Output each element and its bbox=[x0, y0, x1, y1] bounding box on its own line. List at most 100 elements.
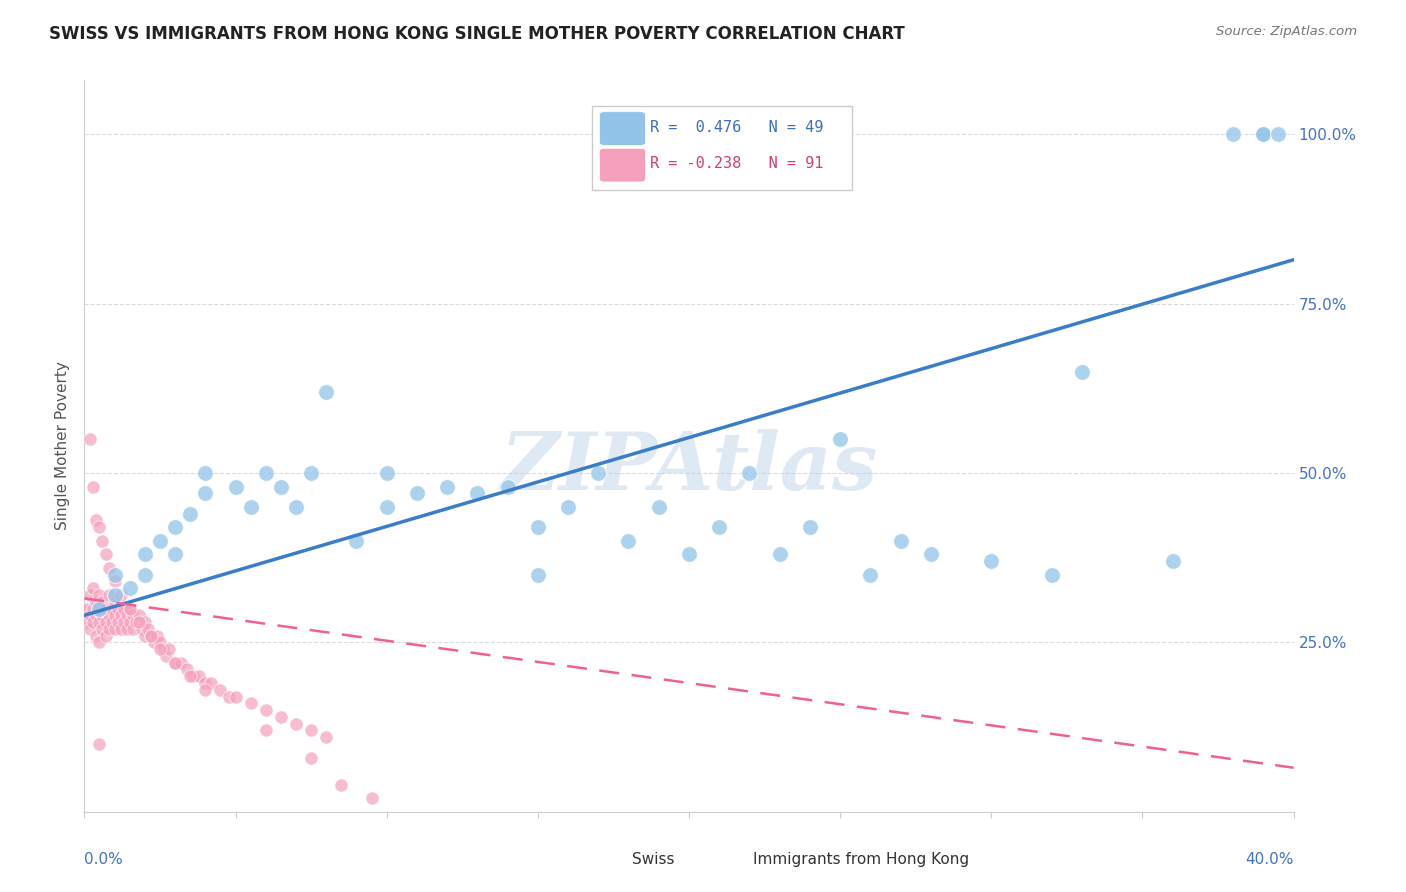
Point bbox=[89, 601, 111, 615]
Point bbox=[194, 486, 217, 500]
Point bbox=[79, 432, 101, 446]
Point bbox=[152, 642, 174, 657]
Point bbox=[406, 486, 429, 500]
Point bbox=[285, 716, 308, 731]
Text: SWISS VS IMMIGRANTS FROM HONG KONG SINGLE MOTHER POVERTY CORRELATION CHART: SWISS VS IMMIGRANTS FROM HONG KONG SINGL… bbox=[49, 25, 905, 43]
Point bbox=[920, 547, 942, 561]
Point bbox=[118, 581, 141, 595]
Point bbox=[239, 697, 262, 711]
Point bbox=[115, 622, 138, 636]
Point bbox=[346, 533, 368, 548]
Point bbox=[678, 547, 700, 561]
Point bbox=[254, 466, 277, 480]
Point bbox=[181, 669, 204, 683]
Point bbox=[110, 622, 132, 636]
Point bbox=[375, 500, 398, 514]
Point bbox=[239, 500, 262, 514]
Point bbox=[89, 615, 111, 629]
Text: 40.0%: 40.0% bbox=[1246, 852, 1294, 867]
Point bbox=[738, 466, 761, 480]
Point bbox=[134, 567, 156, 582]
Point bbox=[149, 635, 172, 649]
Point bbox=[218, 690, 240, 704]
Point bbox=[146, 629, 169, 643]
Point bbox=[617, 533, 640, 548]
Point bbox=[89, 635, 111, 649]
Point bbox=[89, 588, 111, 602]
Point bbox=[100, 615, 122, 629]
Point bbox=[270, 480, 292, 494]
Point bbox=[107, 601, 129, 615]
Point bbox=[200, 676, 222, 690]
Point bbox=[270, 710, 292, 724]
Point bbox=[285, 500, 308, 514]
Point bbox=[82, 601, 104, 615]
Point bbox=[225, 690, 247, 704]
Point bbox=[165, 547, 187, 561]
Point bbox=[79, 622, 101, 636]
Point bbox=[527, 520, 550, 534]
Point bbox=[157, 642, 180, 657]
Point bbox=[86, 629, 108, 643]
Point bbox=[709, 520, 731, 534]
FancyBboxPatch shape bbox=[588, 843, 627, 877]
Point bbox=[1267, 128, 1289, 142]
Point bbox=[315, 384, 337, 399]
Point bbox=[859, 567, 882, 582]
Point bbox=[118, 601, 141, 615]
Point bbox=[179, 669, 201, 683]
Point bbox=[91, 608, 114, 623]
Point bbox=[830, 432, 852, 446]
Point bbox=[89, 520, 111, 534]
Point bbox=[980, 554, 1002, 568]
Point bbox=[225, 480, 247, 494]
Point bbox=[91, 595, 114, 609]
Point bbox=[94, 629, 117, 643]
Point bbox=[139, 629, 162, 643]
Point bbox=[467, 486, 489, 500]
Point bbox=[104, 567, 127, 582]
Point bbox=[648, 500, 671, 514]
FancyBboxPatch shape bbox=[709, 843, 748, 877]
Point bbox=[86, 608, 108, 623]
Point bbox=[557, 500, 579, 514]
Point bbox=[254, 723, 277, 738]
Point bbox=[436, 480, 458, 494]
Point bbox=[76, 601, 98, 615]
Point bbox=[110, 608, 132, 623]
Point bbox=[139, 629, 162, 643]
Point bbox=[799, 520, 821, 534]
Point bbox=[128, 615, 150, 629]
Point bbox=[299, 750, 322, 764]
Text: 0.0%: 0.0% bbox=[84, 852, 124, 867]
Point bbox=[360, 791, 382, 805]
Point bbox=[165, 656, 187, 670]
Point bbox=[79, 608, 101, 623]
Point bbox=[97, 608, 120, 623]
Point bbox=[194, 466, 217, 480]
Point bbox=[97, 561, 120, 575]
Point bbox=[890, 533, 912, 548]
Point bbox=[82, 581, 104, 595]
Point bbox=[128, 608, 150, 623]
Point bbox=[588, 466, 610, 480]
Point bbox=[112, 615, 135, 629]
Point bbox=[134, 615, 156, 629]
Point bbox=[118, 615, 141, 629]
Point bbox=[299, 723, 322, 738]
Point bbox=[107, 615, 129, 629]
Text: ZIPAtlas: ZIPAtlas bbox=[501, 429, 877, 507]
Point bbox=[121, 608, 143, 623]
Point bbox=[176, 663, 198, 677]
Text: R = -0.238   N = 91: R = -0.238 N = 91 bbox=[650, 156, 824, 171]
Point bbox=[142, 635, 165, 649]
Point bbox=[170, 656, 193, 670]
Point bbox=[330, 778, 353, 792]
Point bbox=[769, 547, 792, 561]
Point bbox=[104, 588, 127, 602]
Point bbox=[136, 622, 159, 636]
Point bbox=[1222, 128, 1244, 142]
Point bbox=[149, 642, 172, 657]
Point bbox=[134, 629, 156, 643]
Point bbox=[121, 622, 143, 636]
